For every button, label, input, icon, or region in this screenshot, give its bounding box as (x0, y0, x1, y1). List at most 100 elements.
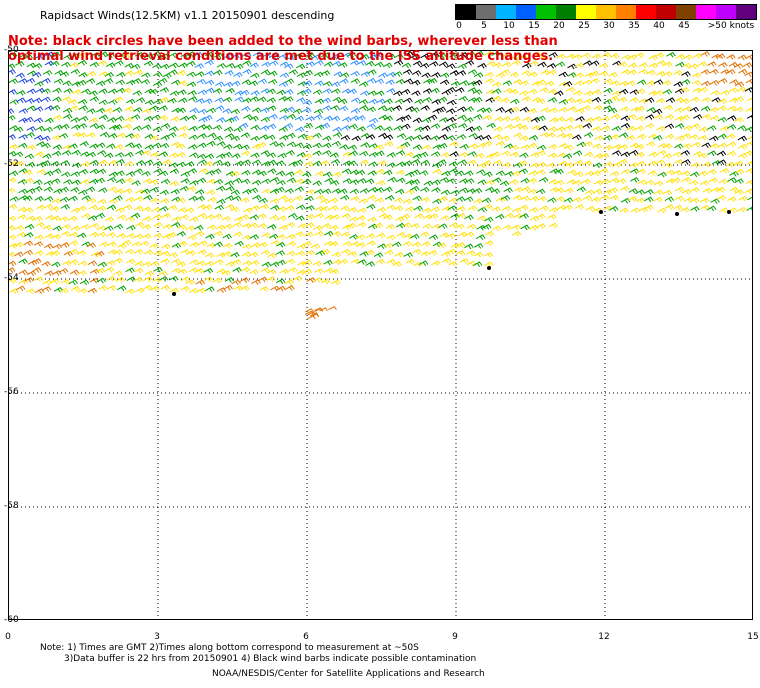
wind-barb (78, 72, 88, 78)
wind-barb (152, 214, 163, 220)
wind-barb (26, 126, 37, 132)
wind-barb (216, 252, 226, 259)
wind-barb (114, 152, 125, 158)
wind-barb (341, 168, 352, 175)
wind-barb (180, 52, 190, 59)
wind-barb (89, 268, 100, 275)
wind-barb (284, 78, 295, 85)
wind-barb (225, 204, 235, 210)
wind-barb (34, 234, 44, 241)
wind-barb (169, 180, 179, 187)
wind-barb (745, 107, 752, 113)
wind-barb (169, 287, 180, 294)
wind-barb (539, 131, 550, 138)
wind-barb (139, 240, 150, 247)
wind-barb (108, 88, 118, 95)
wind-barbs-layer (9, 51, 752, 619)
wind-barb (125, 216, 135, 222)
wind-barb (180, 178, 191, 184)
wind-barb (616, 178, 627, 184)
wind-barb (43, 186, 54, 193)
wind-barb (233, 231, 243, 238)
wind-barb (275, 278, 286, 285)
colorbar-labels: 0 5 10 15 20 25 30 35 40 45 >50 knots (455, 21, 755, 33)
wind-barb (60, 242, 70, 248)
wind-barb (441, 206, 452, 212)
wind-barb (230, 108, 241, 115)
wind-barb (536, 98, 546, 105)
wind-barb (178, 62, 188, 69)
wind-barb (169, 62, 179, 69)
wind-barb (675, 53, 686, 60)
wind-barb (51, 233, 62, 240)
wind-barb (81, 195, 91, 201)
wind-barb (177, 80, 188, 87)
wind-barb (305, 249, 316, 256)
wind-barb (170, 116, 180, 122)
wind-barb (58, 132, 69, 139)
wind-barb (266, 276, 276, 282)
wind-barb (448, 260, 458, 267)
wind-barb (113, 257, 123, 264)
wind-barb (644, 123, 655, 129)
wind-barb (477, 62, 487, 69)
wind-barb (212, 124, 223, 131)
wind-barb (189, 152, 199, 159)
wind-barb (342, 151, 353, 158)
wind-barb (104, 71, 114, 78)
wind-barb (95, 107, 106, 114)
wind-barb (365, 233, 376, 240)
wind-barb (683, 197, 694, 203)
wind-barb (133, 267, 144, 274)
wind-barb (60, 123, 70, 130)
wind-barb (261, 188, 272, 195)
wind-barb (286, 250, 296, 257)
wind-barb (386, 152, 397, 158)
wind-barb (546, 162, 556, 169)
wind-barb (520, 177, 530, 184)
wind-barb (115, 158, 125, 165)
wind-barb (302, 88, 312, 95)
wind-barb (611, 90, 622, 97)
wind-barb (674, 115, 685, 122)
wind-barb (295, 215, 305, 222)
wind-barb (716, 194, 727, 201)
wind-barb (63, 179, 73, 185)
wind-barb (195, 189, 205, 195)
wind-barb (9, 170, 19, 177)
wind-barb (162, 72, 172, 79)
wind-barb (133, 168, 144, 175)
wind-barb (392, 261, 402, 267)
wind-barb (222, 96, 233, 103)
wind-barb (422, 223, 432, 230)
wind-barb (584, 117, 595, 123)
wind-barb (412, 153, 422, 160)
wind-barb (96, 142, 106, 149)
wind-barb (70, 53, 80, 60)
wind-barb (710, 90, 720, 96)
wind-barb (330, 115, 341, 122)
wind-barb (205, 252, 215, 259)
wind-barb (428, 234, 439, 241)
wind-barb (483, 51, 494, 57)
wind-barb (373, 222, 384, 229)
wind-barb (250, 135, 260, 142)
wind-barb (367, 216, 377, 223)
wind-barb (275, 170, 286, 177)
wind-barb (610, 113, 621, 120)
wind-barb (79, 115, 89, 122)
wind-barb (160, 258, 170, 265)
wind-barb (160, 123, 171, 129)
colorbar-label: >50 knots (707, 21, 755, 31)
wind-barb (364, 178, 375, 185)
wind-barb (223, 223, 233, 230)
wind-barb (212, 277, 222, 284)
wind-barb (700, 105, 711, 112)
wind-barb (657, 207, 667, 214)
wind-barb (302, 153, 312, 159)
wind-barb (24, 232, 34, 238)
wind-barb (618, 88, 629, 95)
wind-barb (132, 143, 143, 150)
wind-barb (574, 72, 584, 79)
wind-barb (167, 97, 177, 104)
